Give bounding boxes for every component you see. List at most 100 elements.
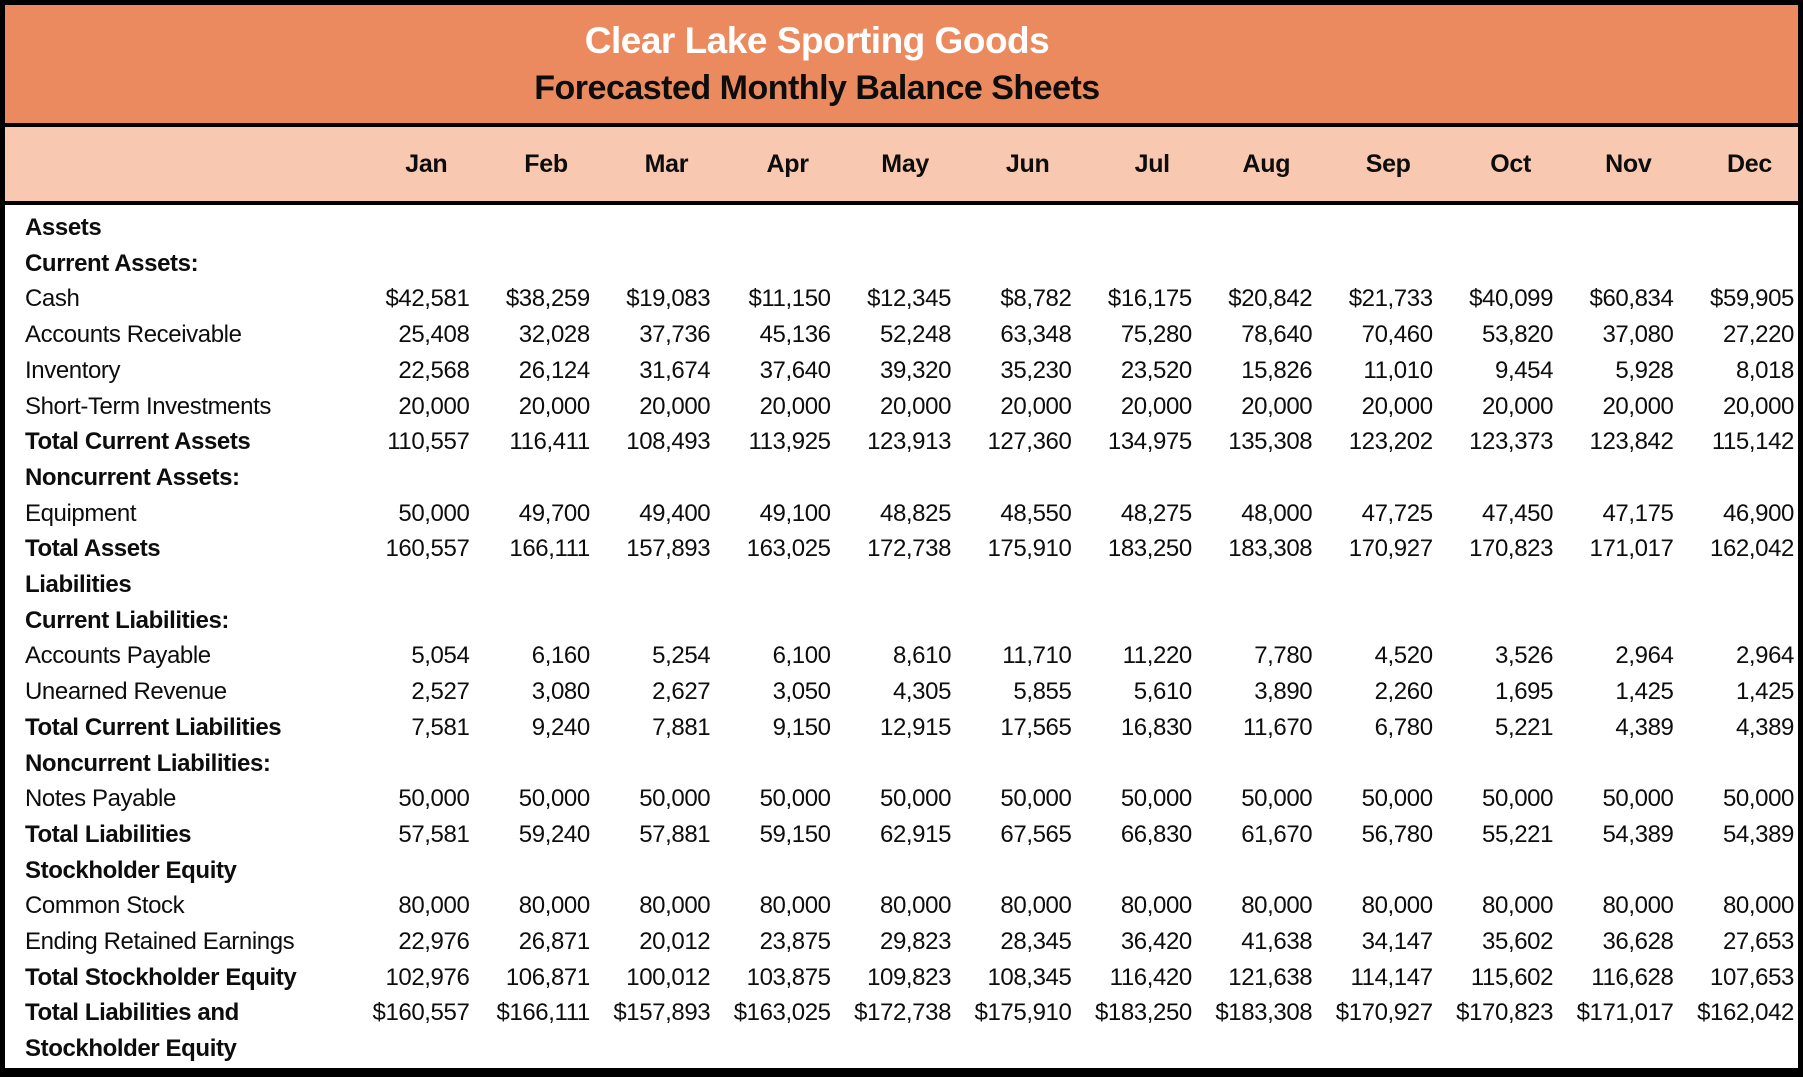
table-row: Stockholder Equity xyxy=(5,853,1798,889)
value-cell: $42,581 xyxy=(385,285,470,313)
value-cell xyxy=(594,460,714,496)
value-cell: 170,927 xyxy=(1348,535,1433,563)
value-cell: 78,640 xyxy=(1241,321,1313,349)
table-row: Unearned Revenue 2,527 3,080 2,627 3,050 4,30… xyxy=(5,674,1798,710)
value-cell: 7,881 xyxy=(652,713,711,741)
month-header: Aug xyxy=(1242,149,1291,178)
month-header: Jan xyxy=(405,149,448,178)
value-cell: 171,017 xyxy=(1589,535,1674,563)
value-cell: 80,000 xyxy=(518,892,590,920)
value-cell: 103,875 xyxy=(746,963,831,991)
value-cell xyxy=(473,460,593,496)
value-cell: 11,220 xyxy=(1122,642,1193,670)
table-row: Inventory 22,568 26,124 31,674 37,640 39,320 3… xyxy=(5,353,1798,389)
company-name: Clear Lake Sporting Goods xyxy=(584,20,1050,61)
value-cell: 8,610 xyxy=(892,642,952,670)
row-label: Unearned Revenue xyxy=(5,674,353,710)
value-cell: 50,000 xyxy=(1241,785,1313,813)
value-cell xyxy=(955,603,1075,639)
value-cell: 20,012 xyxy=(639,928,711,956)
value-cell: 134,975 xyxy=(1107,428,1192,456)
value-cell: 53,820 xyxy=(1482,321,1554,349)
value-cell xyxy=(955,203,1075,246)
value-cell xyxy=(1196,853,1316,889)
row-label: Total Liabilities and Stockholder Equity xyxy=(5,995,353,1066)
value-cell xyxy=(1196,246,1316,282)
value-cell: 1,425 xyxy=(1735,678,1794,706)
value-cell: 48,275 xyxy=(1120,499,1192,527)
row-label: Noncurrent Liabilities: xyxy=(5,746,353,782)
row-label-line: Total Liabilities and xyxy=(25,999,239,1027)
value-cell: 5,855 xyxy=(1013,678,1072,706)
value-cell xyxy=(594,746,714,782)
row-label: Current Assets: xyxy=(5,246,353,282)
value-cell xyxy=(714,603,834,639)
value-cell xyxy=(1075,203,1195,246)
value-cell: 2,627 xyxy=(652,678,711,706)
value-cell xyxy=(473,567,593,603)
value-cell xyxy=(1075,460,1195,496)
row-label-line: Ending Retained Earnings xyxy=(25,928,295,956)
value-cell xyxy=(1316,853,1436,889)
row-label-line: Short-Term Investments xyxy=(25,392,271,420)
balance-sheet-body: Assets Current Assets: Cash $42,581 $38,259 $… xyxy=(5,203,1798,1067)
value-cell xyxy=(353,603,473,639)
value-cell: 5,610 xyxy=(1133,678,1192,706)
value-cell: 6,160 xyxy=(531,642,590,670)
value-cell: 49,100 xyxy=(759,499,831,527)
value-cell: 175,910 xyxy=(987,535,1072,563)
value-cell: 41,638 xyxy=(1241,928,1313,956)
value-cell: $38,259 xyxy=(505,285,590,313)
value-cell: 50,000 xyxy=(1602,785,1674,813)
value-cell: 116,411 xyxy=(509,428,590,456)
value-cell: 59,240 xyxy=(518,820,590,848)
value-cell xyxy=(1437,246,1557,282)
value-cell: 37,640 xyxy=(759,356,831,384)
row-label: Cash xyxy=(5,281,353,317)
value-cell xyxy=(1557,603,1677,639)
value-cell: 54,389 xyxy=(1722,820,1794,848)
value-cell: 107,653 xyxy=(1710,963,1794,991)
value-cell: 172,738 xyxy=(867,535,952,563)
value-cell: $8,782 xyxy=(1000,285,1072,313)
value-cell xyxy=(1677,603,1798,639)
value-cell: 56,780 xyxy=(1361,820,1433,848)
value-cell xyxy=(1196,603,1316,639)
value-cell: $183,308 xyxy=(1215,999,1313,1027)
value-cell: $170,927 xyxy=(1335,999,1433,1027)
value-cell xyxy=(1557,246,1677,282)
table-row: Total Liabilities and Stockholder Equity $… xyxy=(5,995,1798,1066)
table-row: Total Current Assets 110,557 116,411 108,49… xyxy=(5,424,1798,460)
value-cell: 49,700 xyxy=(518,499,590,527)
value-cell: 20,000 xyxy=(1602,392,1674,420)
value-cell: 115,142 xyxy=(1711,428,1795,456)
value-cell xyxy=(714,567,834,603)
value-cell: 113,925 xyxy=(748,428,831,456)
value-cell: $16,175 xyxy=(1107,285,1192,313)
value-cell: 108,493 xyxy=(626,428,711,456)
month-header: Apr xyxy=(766,149,809,178)
value-cell: 100,012 xyxy=(626,963,711,991)
value-cell: $163,025 xyxy=(733,999,831,1027)
value-cell: 26,124 xyxy=(518,356,590,384)
month-header: Nov xyxy=(1605,149,1652,178)
value-cell: 35,602 xyxy=(1482,928,1554,956)
value-cell xyxy=(1316,203,1436,246)
value-cell: $171,017 xyxy=(1576,999,1674,1027)
value-cell: 108,345 xyxy=(987,963,1072,991)
value-cell xyxy=(353,246,473,282)
value-cell: $59,905 xyxy=(1710,285,1794,313)
value-cell xyxy=(1316,746,1436,782)
row-label: Accounts Receivable xyxy=(5,317,353,353)
value-cell: $162,042 xyxy=(1697,999,1794,1027)
value-cell xyxy=(1196,460,1316,496)
value-cell: 116,420 xyxy=(1109,963,1193,991)
value-cell xyxy=(1437,746,1557,782)
row-label-line: Stockholder Equity xyxy=(25,1035,237,1063)
value-cell: 37,080 xyxy=(1602,321,1674,349)
table-row: Ending Retained Earnings 22,976 26,871 20,0… xyxy=(5,924,1798,960)
value-cell: 20,000 xyxy=(398,392,470,420)
value-cell: 37,736 xyxy=(639,321,711,349)
value-cell: 27,220 xyxy=(1722,321,1794,349)
value-cell: 121,638 xyxy=(1228,963,1313,991)
